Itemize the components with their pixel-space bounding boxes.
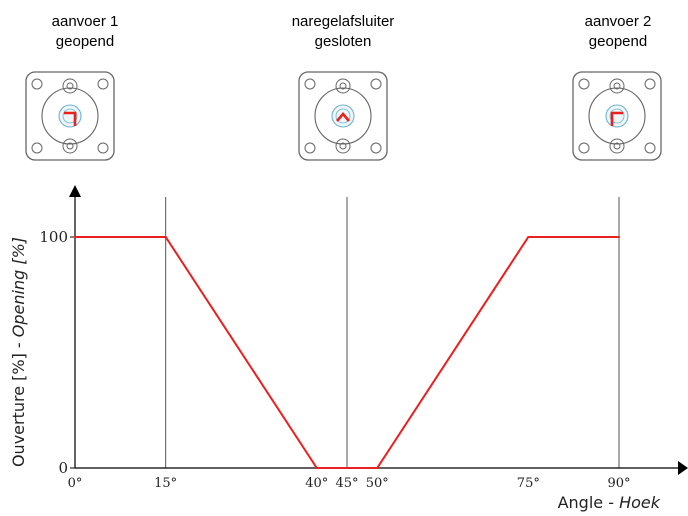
valve-icon-supply-2: [572, 71, 662, 161]
data-point-90deg: [618, 236, 620, 238]
axes: [69, 185, 688, 475]
valve-icon-closed: [298, 71, 388, 161]
x-axis-arrow: [678, 461, 688, 475]
y-tick-label-100: 100: [39, 228, 68, 246]
x-tick-label-90: 90°: [607, 476, 630, 491]
data-point-40deg: [315, 467, 318, 469]
data-point-50deg: [376, 467, 379, 469]
valve-icon-supply-1: [25, 71, 115, 161]
x-tick-label-15: 15°: [154, 476, 177, 491]
y-tick-label-0: 0: [58, 459, 68, 477]
x-tick-label-40: 40°: [305, 476, 328, 491]
data-point-0deg: [74, 236, 76, 238]
x-tick-label-45: 45°: [335, 476, 358, 491]
vertical-gridlines: [165, 197, 620, 468]
axis-labels: Angle - Hoek Ouverture [%] - Opening [%]: [9, 237, 661, 512]
y-axis-arrow: [69, 185, 81, 197]
opening-series: [74, 236, 620, 469]
state-label-closed: naregelafsluiter gesloten: [291, 13, 395, 50]
opening-curve: [75, 236, 619, 469]
tick-labels: 0° 15° 40° 45° 50° 75° 90° 0 100: [39, 228, 630, 491]
data-point-15deg: [164, 236, 167, 238]
state-label-supply-1: aanvoer 1 geopend: [51, 13, 119, 50]
valve-diagrams: [25, 71, 662, 161]
x-axis-label: Angle - Hoek: [558, 493, 661, 512]
state-label-supply-2: aanvoer 2 geopend: [584, 13, 652, 50]
data-point-75deg: [527, 236, 530, 238]
y-axis-label: Ouverture [%] - Opening [%]: [9, 237, 28, 467]
x-tick-label-75: 75°: [517, 476, 540, 491]
x-tick-label-50: 50°: [366, 476, 389, 491]
x-tick-label-0: 0°: [68, 476, 83, 491]
